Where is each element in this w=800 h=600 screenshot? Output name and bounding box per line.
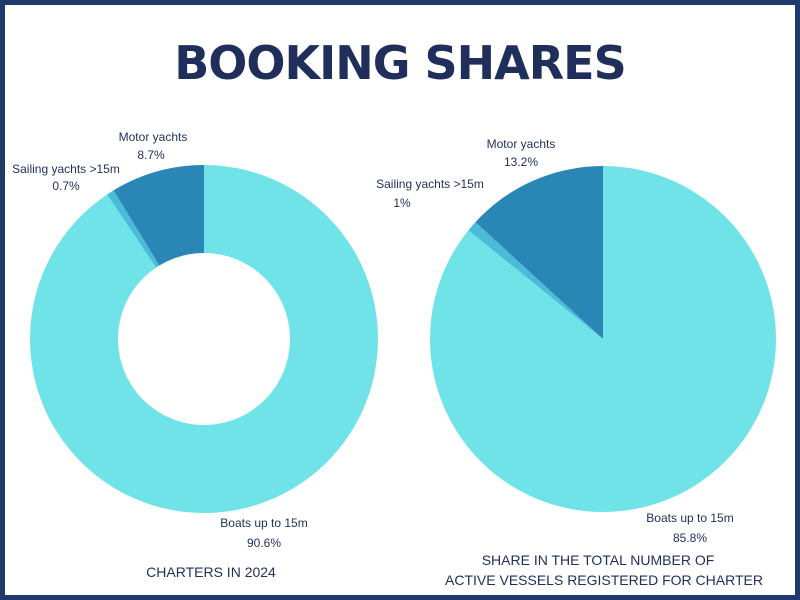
label-motor-yachts: Motor yachts: [119, 130, 188, 144]
label-sailing-yachts: Sailing yachts >15m: [12, 162, 120, 176]
label-sailing-yachts: Sailing yachts >15m: [376, 177, 484, 191]
donut-chart-charters: Motor yachts 8.7% Sailing yachts >15m 0.…: [12, 130, 379, 580]
slice-motor-yachts: [475, 166, 603, 339]
caption-line-2: ACTIVE VESSELS REGISTERED FOR CHARTER: [445, 572, 763, 588]
slice-boats-up-to-15m: [29, 165, 379, 513]
value-boats-up-to-15m: 90.6%: [247, 536, 281, 550]
slice-motor-yachts: [113, 165, 204, 266]
value-sailing-yachts: 1%: [393, 196, 411, 210]
value-sailing-yachts: 0.7%: [52, 179, 80, 193]
value-motor-yachts: 13.2%: [504, 155, 538, 169]
page-title: BOOKING SHARES: [174, 36, 627, 90]
pie-chart-vessels: Motor yachts 13.2% Sailing yachts >15m 1…: [376, 137, 776, 588]
label-motor-yachts: Motor yachts: [487, 137, 556, 151]
value-boats-up-to-15m: 85.8%: [673, 531, 707, 545]
label-boats-up-to-15m: Boats up to 15m: [646, 511, 733, 525]
label-boats-up-to-15m: Boats up to 15m: [220, 516, 307, 530]
caption-line-1: SHARE IN THE TOTAL NUMBER OF: [482, 552, 715, 568]
caption-charters: CHARTERS IN 2024: [146, 564, 276, 580]
slice-sailing-yachts: [107, 190, 160, 268]
value-motor-yachts: 8.7%: [137, 148, 165, 162]
slice-sailing-yachts: [468, 222, 603, 339]
